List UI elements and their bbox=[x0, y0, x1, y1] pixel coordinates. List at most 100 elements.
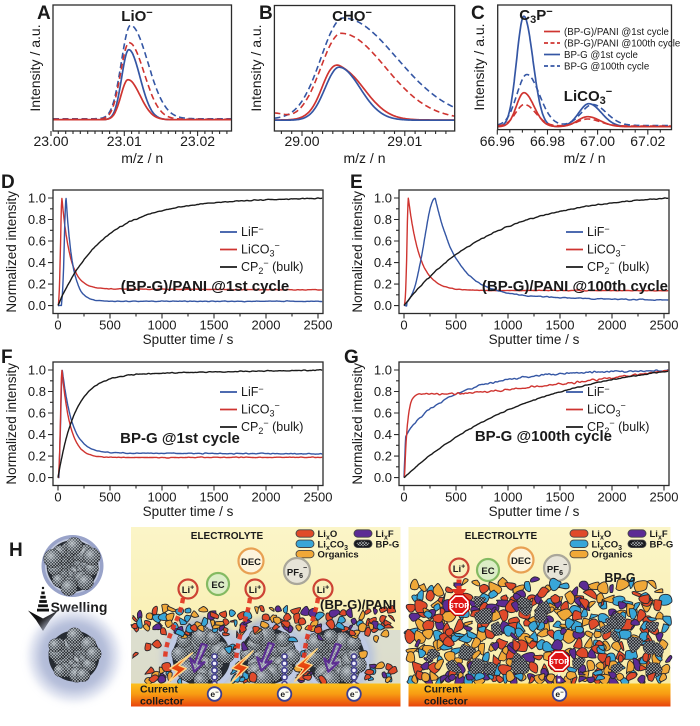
svg-text:BP-G: BP-G bbox=[604, 571, 635, 585]
svg-text:LiF−: LiF− bbox=[587, 384, 610, 399]
svg-text:1500: 1500 bbox=[546, 490, 575, 505]
svg-text:EC: EC bbox=[481, 566, 494, 577]
svg-text:29.00: 29.00 bbox=[284, 133, 319, 149]
svg-text:67.00: 67.00 bbox=[580, 133, 615, 149]
svg-text:1000: 1000 bbox=[494, 318, 523, 333]
svg-text:0.2: 0.2 bbox=[28, 449, 46, 464]
svg-text:LiCO3−: LiCO3− bbox=[241, 401, 280, 419]
svg-text:29.01: 29.01 bbox=[387, 133, 422, 149]
svg-text:e−: e− bbox=[555, 689, 564, 699]
svg-text:B: B bbox=[259, 3, 273, 24]
svg-text:1000: 1000 bbox=[494, 490, 523, 505]
svg-text:STOP: STOP bbox=[449, 601, 470, 610]
svg-text:1.0: 1.0 bbox=[28, 191, 46, 206]
svg-text:collector: collector bbox=[424, 696, 468, 708]
svg-text:0.2: 0.2 bbox=[374, 277, 392, 292]
svg-text:LixF: LixF bbox=[376, 529, 394, 542]
svg-text:Intensity / a.u.: Intensity / a.u. bbox=[471, 23, 487, 110]
svg-text:2500: 2500 bbox=[304, 490, 333, 505]
svg-text:Sputter time / s: Sputter time / s bbox=[489, 504, 580, 519]
svg-text:0.6: 0.6 bbox=[28, 406, 46, 421]
svg-text:(BP-G)/PANI @1st cycle: (BP-G)/PANI @1st cycle bbox=[121, 278, 290, 295]
svg-text:Swelling: Swelling bbox=[51, 599, 108, 615]
svg-text:0.0: 0.0 bbox=[374, 470, 392, 485]
svg-text:23.01: 23.01 bbox=[107, 133, 142, 149]
svg-text:LiCO3−: LiCO3− bbox=[241, 241, 280, 259]
svg-text:0: 0 bbox=[54, 490, 61, 505]
svg-text:0.4: 0.4 bbox=[374, 255, 392, 270]
svg-text:500: 500 bbox=[99, 490, 121, 505]
svg-text:DEC: DEC bbox=[241, 557, 261, 568]
svg-text:LiO−: LiO− bbox=[121, 7, 152, 25]
svg-text:LixO: LixO bbox=[592, 529, 612, 542]
svg-text:2000: 2000 bbox=[598, 318, 627, 333]
svg-text:e−: e− bbox=[350, 689, 359, 699]
svg-text:Organics: Organics bbox=[318, 550, 359, 561]
svg-text:Intensity / a.u.: Intensity / a.u. bbox=[27, 24, 43, 111]
svg-text:(BP-G)/PANI @100th cycle: (BP-G)/PANI @100th cycle bbox=[564, 39, 680, 50]
svg-text:LixCO3: LixCO3 bbox=[592, 539, 623, 552]
svg-text:Li+: Li+ bbox=[317, 585, 330, 597]
svg-text:BP-G @1st cycle: BP-G @1st cycle bbox=[120, 430, 240, 447]
svg-text:500: 500 bbox=[445, 318, 467, 333]
svg-text:Sputter time / s: Sputter time / s bbox=[143, 504, 234, 519]
svg-text:LixO: LixO bbox=[318, 529, 338, 542]
svg-text:Normalized intensity: Normalized intensity bbox=[4, 191, 19, 313]
svg-text:1500: 1500 bbox=[200, 490, 229, 505]
svg-text:66.96: 66.96 bbox=[480, 133, 515, 149]
svg-text:23.00: 23.00 bbox=[33, 133, 68, 149]
svg-text:0.8: 0.8 bbox=[28, 384, 46, 399]
svg-text:C: C bbox=[471, 3, 485, 24]
svg-text:LiF−: LiF− bbox=[587, 224, 610, 239]
svg-text:Normalized intensity: Normalized intensity bbox=[4, 363, 19, 485]
svg-text:E: E bbox=[350, 172, 363, 193]
svg-text:1500: 1500 bbox=[546, 318, 575, 333]
svg-text:CHO−: CHO− bbox=[332, 7, 372, 25]
svg-text:0.4: 0.4 bbox=[28, 255, 46, 270]
svg-text:BP-G: BP-G bbox=[376, 539, 400, 550]
svg-text:Li+: Li+ bbox=[249, 585, 262, 597]
svg-text:2500: 2500 bbox=[650, 490, 679, 505]
svg-text:500: 500 bbox=[445, 490, 467, 505]
svg-text:ELECTROLYTE: ELECTROLYTE bbox=[465, 531, 538, 542]
svg-text:LixCO3: LixCO3 bbox=[318, 539, 349, 552]
svg-text:0.0: 0.0 bbox=[28, 470, 46, 485]
svg-text:Organics: Organics bbox=[592, 550, 633, 561]
svg-text:PF6−: PF6− bbox=[287, 565, 307, 580]
svg-text:LiCO3−: LiCO3− bbox=[587, 401, 626, 419]
svg-text:0.4: 0.4 bbox=[374, 427, 392, 442]
svg-text:C3P−: C3P− bbox=[519, 6, 552, 26]
svg-text:(BP-G)/PANI: (BP-G)/PANI bbox=[320, 597, 396, 612]
svg-text:67.02: 67.02 bbox=[630, 133, 665, 149]
svg-text:LixF: LixF bbox=[650, 529, 668, 542]
svg-text:CP2− (bulk): CP2− (bulk) bbox=[587, 258, 649, 276]
svg-text:(BP-G)/PANI @1st cycle: (BP-G)/PANI @1st cycle bbox=[564, 27, 669, 38]
svg-text:G: G bbox=[344, 347, 359, 368]
svg-text:CP2− (bulk): CP2− (bulk) bbox=[241, 258, 303, 276]
svg-text:e−: e− bbox=[280, 689, 289, 699]
svg-text:ELECTROLYTE: ELECTROLYTE bbox=[191, 531, 264, 542]
svg-text:m/z / n: m/z / n bbox=[343, 150, 385, 166]
svg-text:D: D bbox=[1, 172, 15, 193]
svg-text:0.6: 0.6 bbox=[28, 234, 46, 249]
svg-text:LiCO3−: LiCO3− bbox=[587, 241, 626, 259]
svg-text:1.0: 1.0 bbox=[374, 363, 392, 378]
svg-text:0: 0 bbox=[54, 318, 61, 333]
svg-text:collector: collector bbox=[140, 696, 184, 708]
svg-text:BP-G @100th cycle: BP-G @100th cycle bbox=[475, 428, 612, 445]
svg-text:0.4: 0.4 bbox=[28, 427, 46, 442]
svg-text:500: 500 bbox=[99, 318, 121, 333]
svg-text:2500: 2500 bbox=[650, 318, 679, 333]
svg-text:0.0: 0.0 bbox=[28, 298, 46, 313]
svg-text:1500: 1500 bbox=[200, 318, 229, 333]
svg-text:1.0: 1.0 bbox=[374, 191, 392, 206]
svg-text:e−: e− bbox=[210, 689, 219, 699]
svg-text:STOP: STOP bbox=[549, 657, 570, 666]
svg-text:LiF−: LiF− bbox=[241, 224, 264, 239]
svg-text:2000: 2000 bbox=[598, 490, 627, 505]
svg-text:Sputter time / s: Sputter time / s bbox=[489, 332, 580, 347]
svg-text:Normalized intensity: Normalized intensity bbox=[350, 363, 365, 485]
svg-text:Normalized intensity: Normalized intensity bbox=[350, 191, 365, 313]
svg-text:PF6−: PF6− bbox=[547, 562, 567, 577]
svg-text:(BP-G)/PANI @100th cycle: (BP-G)/PANI @100th cycle bbox=[482, 278, 668, 295]
